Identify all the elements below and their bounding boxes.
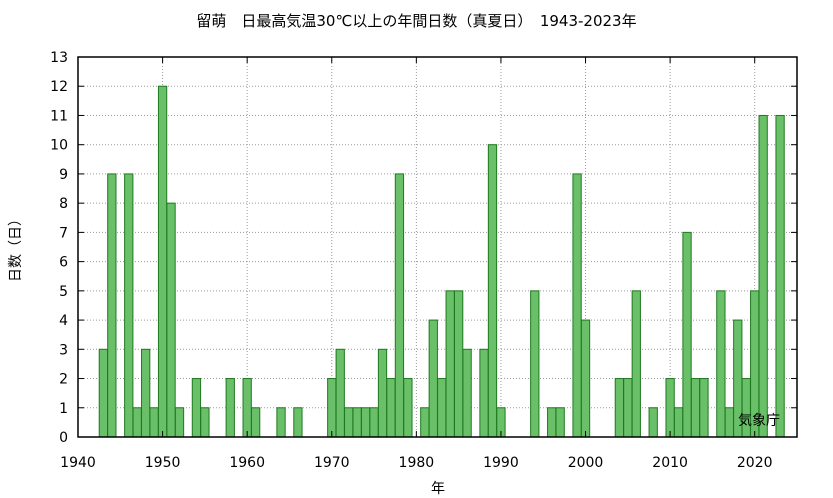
- bar-2004: [614, 378, 625, 438]
- bar-1994: [530, 290, 540, 438]
- y-tick-label: 4: [59, 313, 68, 329]
- bar-1997: [555, 407, 565, 438]
- plot-frame: [77, 56, 798, 438]
- x-tick-label: 1980: [399, 455, 435, 471]
- bar-2023: [775, 114, 785, 438]
- y-tick-label: 10: [50, 138, 68, 154]
- x-tick-label: 1970: [314, 455, 350, 471]
- bar-1988: [479, 348, 489, 438]
- x-axis-label: 年: [431, 481, 445, 497]
- bar-1961: [250, 407, 261, 438]
- bar-2005: [623, 378, 633, 438]
- bar-1948: [141, 348, 151, 438]
- y-tick-label: 13: [50, 50, 68, 66]
- credit-label: 気象庁: [738, 413, 780, 429]
- bar-1951: [166, 202, 176, 438]
- bar-1966: [293, 407, 303, 438]
- bar-1996: [547, 407, 557, 438]
- bar-1985: [454, 290, 464, 438]
- x-tick-label: 2020: [737, 455, 773, 471]
- bar-1955: [200, 407, 210, 438]
- axes: [77, 56, 798, 438]
- x-tick-label: 2000: [568, 455, 604, 471]
- y-tick-label: 8: [59, 196, 68, 212]
- y-tick-label: 0: [59, 430, 68, 446]
- bar-1958: [225, 378, 235, 438]
- bar-1978: [394, 173, 405, 438]
- bar-1952: [174, 407, 185, 438]
- bar-2000: [580, 319, 591, 438]
- bar-1972: [344, 407, 354, 438]
- y-axis-label: 日数（日）: [8, 212, 24, 282]
- bar-1981: [420, 407, 430, 438]
- bar-1970: [327, 378, 337, 438]
- y-tick-label: 3: [59, 342, 68, 358]
- bar-1943: [98, 348, 109, 438]
- bar-1986: [462, 348, 472, 438]
- bar-1964: [276, 407, 286, 438]
- bar-1973: [352, 407, 362, 438]
- bar-2021: [758, 114, 768, 438]
- y-tick-label: 12: [50, 79, 68, 95]
- bar-2012: [682, 231, 692, 438]
- bar-1976: [377, 348, 388, 438]
- x-tick-label: 1940: [60, 455, 96, 471]
- bar-1974: [360, 407, 371, 438]
- bar-1949: [149, 407, 159, 438]
- bar-1947: [132, 407, 142, 438]
- bar-1944: [107, 173, 117, 438]
- bar-1983: [437, 378, 447, 438]
- bar-2011: [673, 407, 684, 438]
- bar-1971: [335, 348, 345, 438]
- bar-2017: [724, 407, 734, 438]
- bar-1975: [369, 407, 379, 438]
- bar-1979: [403, 378, 413, 438]
- bar-1977: [386, 378, 396, 438]
- bar-series: [98, 85, 785, 438]
- bar-1950: [157, 85, 168, 438]
- y-tick-label: 7: [59, 225, 68, 241]
- chart-title: 留萌 日最高気温30℃以上の年間日数（真夏日） 1943-2023年: [196, 12, 637, 30]
- bar-1982: [428, 319, 438, 438]
- bar-2006: [631, 290, 641, 438]
- y-tick-label: 2: [59, 372, 68, 388]
- x-tick-label: 2010: [652, 455, 688, 471]
- bar-1989: [487, 144, 498, 438]
- y-tick-label: 9: [59, 167, 68, 183]
- bar-2013: [690, 378, 701, 438]
- bar-1984: [445, 290, 455, 438]
- bar-1960: [242, 378, 252, 438]
- x-tick-label: 1950: [145, 455, 181, 471]
- y-tick-label: 1: [59, 401, 68, 417]
- bar-2014: [699, 378, 709, 438]
- y-tick-label: 11: [50, 108, 68, 124]
- bar-1946: [124, 173, 134, 438]
- x-tick-label: 1960: [229, 455, 265, 471]
- bar-2008: [648, 407, 658, 438]
- bar-2016: [716, 290, 726, 438]
- bar-1954: [191, 378, 202, 438]
- bar-1999: [572, 173, 582, 438]
- x-tick-label: 1990: [483, 455, 519, 471]
- bar-2010: [665, 378, 675, 438]
- y-tick-label: 5: [59, 284, 68, 300]
- y-tick-label: 6: [59, 255, 68, 271]
